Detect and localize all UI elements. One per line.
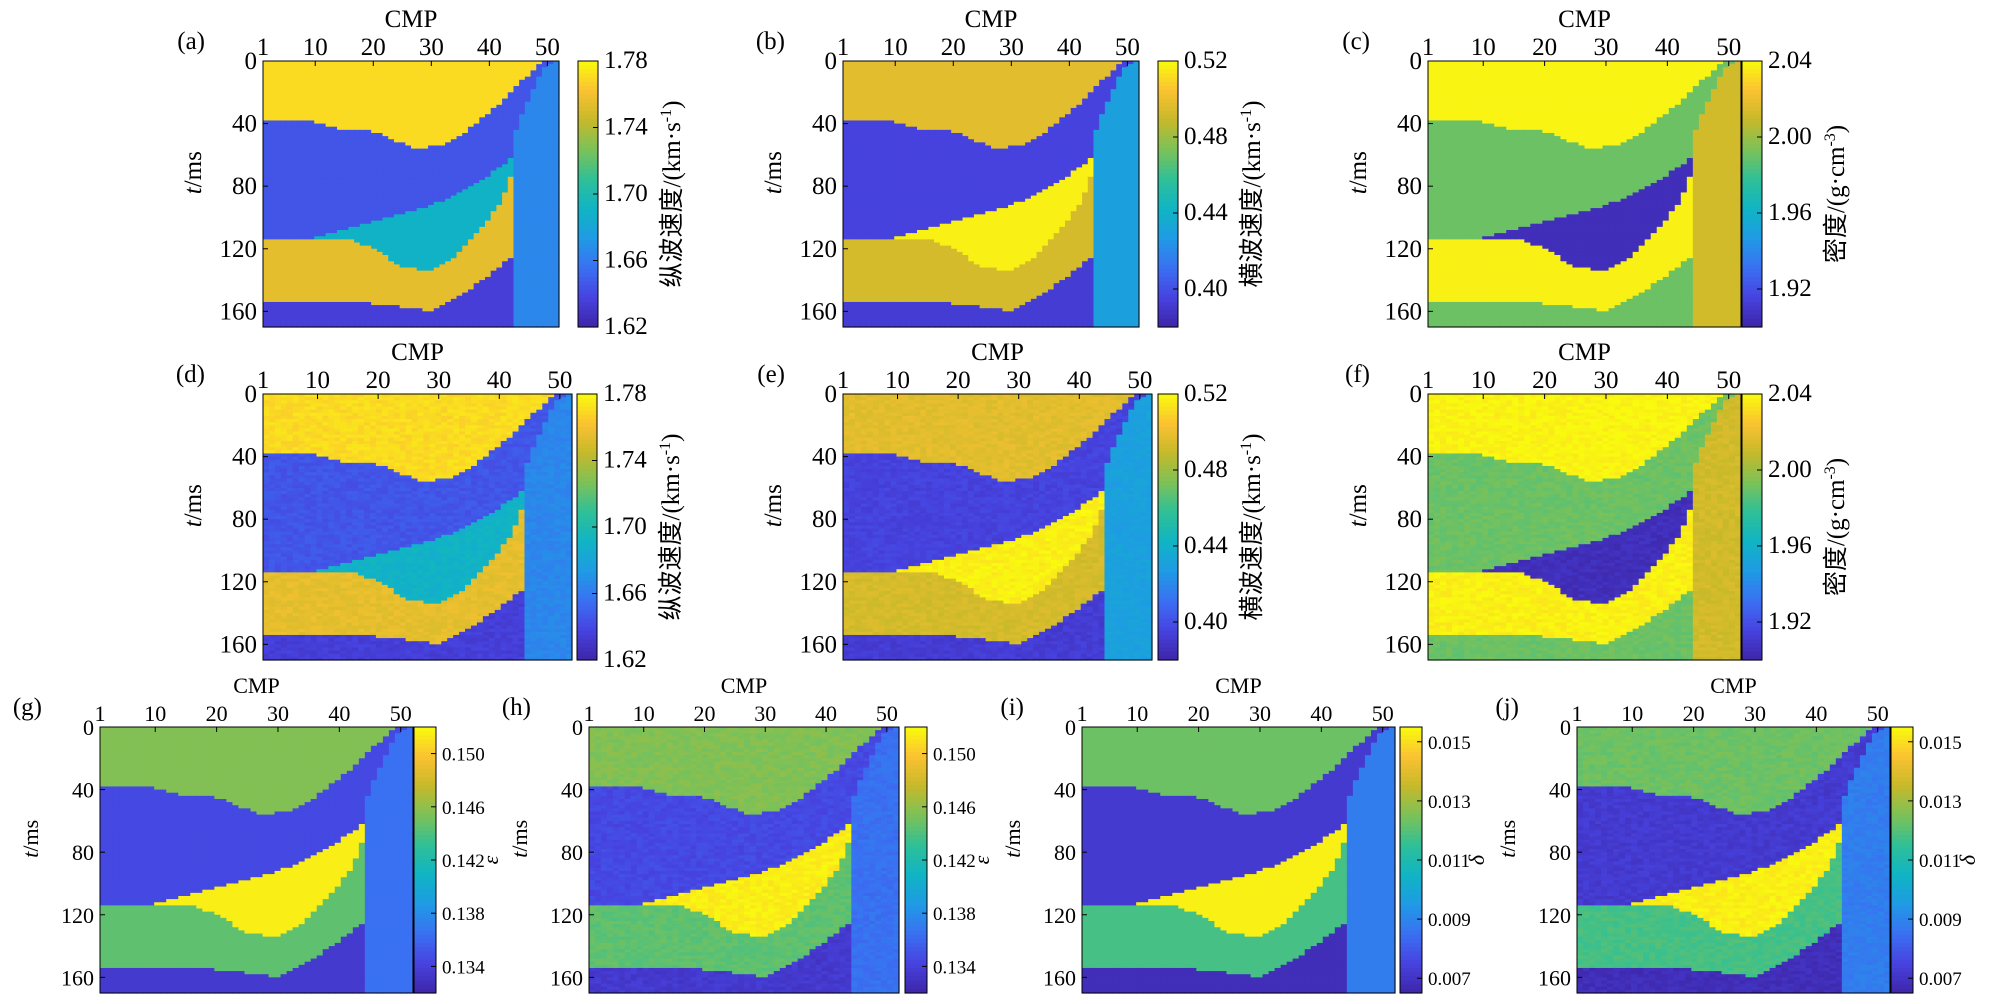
panel-a: 1 10 20 30 40 50CMP04080120160t/ms(a)1.781.74…: [177, 6, 686, 340]
heatmap-cells: [263, 61, 560, 328]
figure: 1 10 20 30 40 50CMP04080120160t/ms(a)1.781.74…: [0, 0, 2008, 1004]
